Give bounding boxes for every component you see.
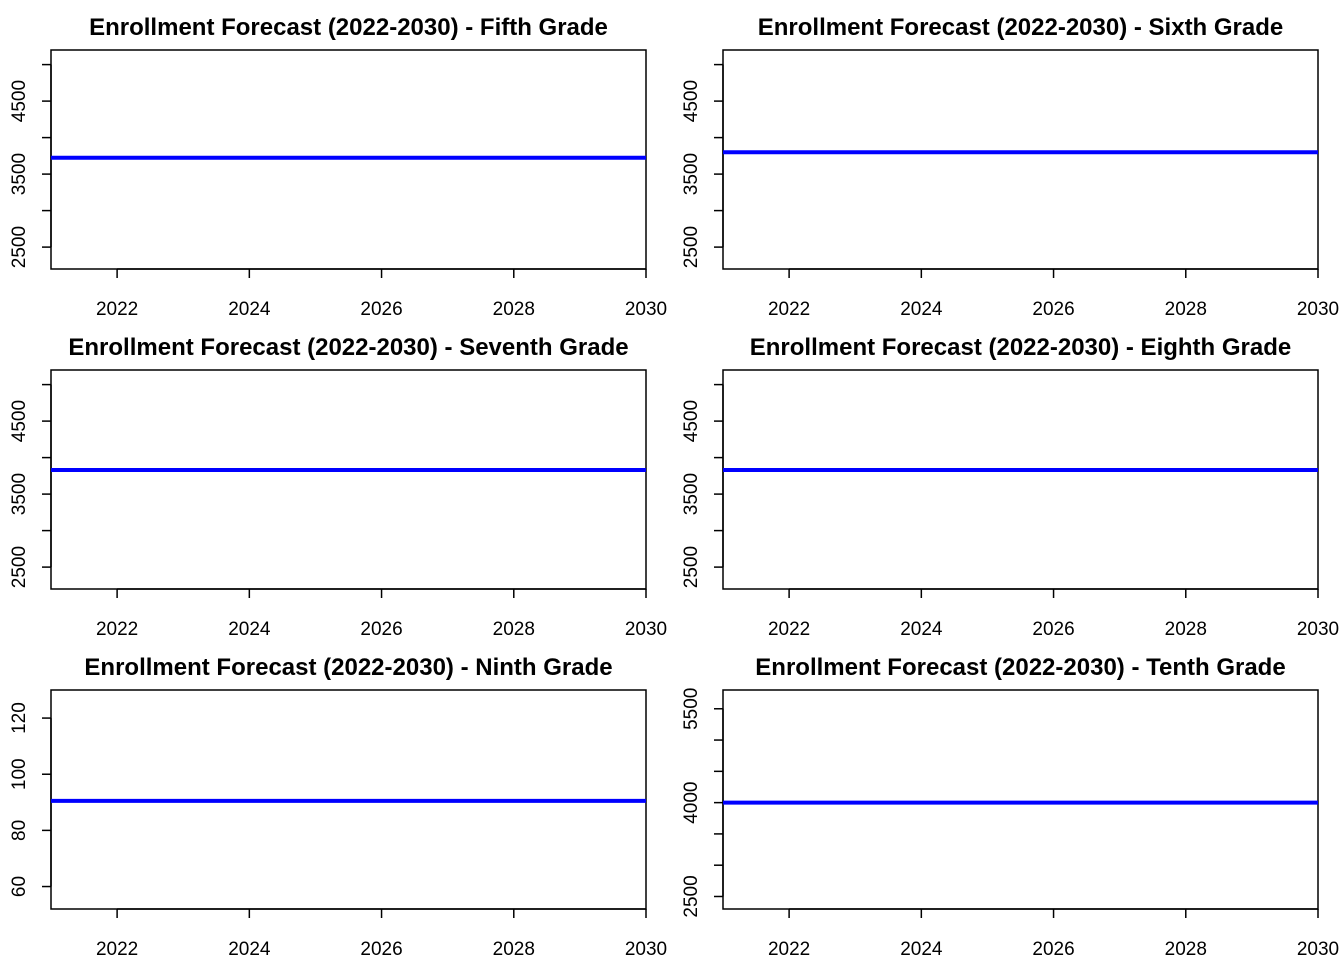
chart-title: Enrollment Forecast (2022-2030) - Eighth… [750, 334, 1292, 361]
x-tick-label: 2030 [1297, 619, 1339, 640]
x-tick-label: 2026 [360, 619, 402, 640]
y-tick-label: 60 [9, 876, 30, 897]
x-tick-label: 2024 [228, 299, 271, 320]
y-tick-label: 80 [9, 820, 30, 841]
x-tick-label: 2030 [1297, 939, 1339, 960]
x-tick-label: 2026 [360, 939, 402, 960]
y-tick-label: 4500 [681, 80, 702, 122]
x-tick-label: 2028 [1165, 619, 1207, 640]
plot-frame [722, 689, 1319, 910]
x-tick-label: 2022 [96, 939, 138, 960]
x-tick-label: 2028 [1165, 299, 1207, 320]
y-tick-label: 3500 [681, 153, 702, 195]
x-tick-label: 2022 [768, 299, 810, 320]
plot-frame [50, 369, 647, 590]
x-tick-label: 2026 [360, 299, 402, 320]
x-tick-label: 2024 [900, 939, 943, 960]
y-tick-label: 120 [9, 702, 30, 734]
x-tick-label: 2028 [493, 619, 535, 640]
plot-frame [722, 369, 1319, 590]
x-tick-label: 2026 [1032, 299, 1074, 320]
x-tick-label: 2030 [625, 619, 667, 640]
x-tick-label: 2026 [1032, 939, 1074, 960]
chart-title: Enrollment Forecast (2022-2030) - Tenth … [755, 654, 1285, 681]
x-tick-label: 2022 [768, 939, 810, 960]
x-tick-label: 2024 [228, 619, 271, 640]
chart-title: Enrollment Forecast (2022-2030) - Fifth … [89, 14, 608, 41]
chart-title: Enrollment Forecast (2022-2030) - Ninth … [84, 654, 612, 681]
x-tick-label: 2024 [900, 299, 943, 320]
y-tick-label: 2500 [9, 546, 30, 588]
plot-frame [722, 49, 1319, 270]
y-tick-label: 100 [9, 758, 30, 790]
panel-eighth-grade: Enrollment Forecast (2022-2030) - Eighth… [681, 334, 1339, 640]
panel-ninth-grade: Enrollment Forecast (2022-2030) - Ninth … [9, 654, 667, 960]
x-tick-label: 2024 [228, 939, 271, 960]
x-tick-label: 2022 [96, 299, 138, 320]
y-tick-label: 3500 [9, 153, 30, 195]
panel-fifth-grade: Enrollment Forecast (2022-2030) - Fifth … [9, 14, 667, 320]
panel-sixth-grade: Enrollment Forecast (2022-2030) - Sixth … [681, 14, 1339, 320]
y-tick-label: 4500 [9, 80, 30, 122]
y-tick-label: 2500 [9, 226, 30, 268]
x-tick-label: 2026 [1032, 619, 1074, 640]
y-tick-label: 4000 [681, 781, 702, 823]
x-tick-label: 2028 [1165, 939, 1207, 960]
x-tick-label: 2028 [493, 299, 535, 320]
x-tick-label: 2024 [900, 619, 943, 640]
y-tick-label: 4500 [9, 400, 30, 442]
y-tick-label: 2500 [681, 226, 702, 268]
panel-seventh-grade: Enrollment Forecast (2022-2030) - Sevent… [9, 334, 667, 640]
y-tick-label: 2500 [681, 546, 702, 588]
y-tick-label: 2500 [681, 875, 702, 917]
x-tick-label: 2030 [625, 299, 667, 320]
x-tick-label: 2028 [493, 939, 535, 960]
y-tick-label: 3500 [9, 473, 30, 515]
y-tick-label: 3500 [681, 473, 702, 515]
y-tick-label: 4500 [681, 400, 702, 442]
y-tick-label: 5500 [681, 688, 702, 730]
x-tick-label: 2022 [96, 619, 138, 640]
chart-title: Enrollment Forecast (2022-2030) - Sixth … [758, 14, 1284, 41]
panel-tenth-grade: Enrollment Forecast (2022-2030) - Tenth … [681, 654, 1339, 960]
chart-title: Enrollment Forecast (2022-2030) - Sevent… [68, 334, 628, 361]
x-tick-label: 2030 [1297, 299, 1339, 320]
x-tick-label: 2022 [768, 619, 810, 640]
x-tick-label: 2030 [625, 939, 667, 960]
